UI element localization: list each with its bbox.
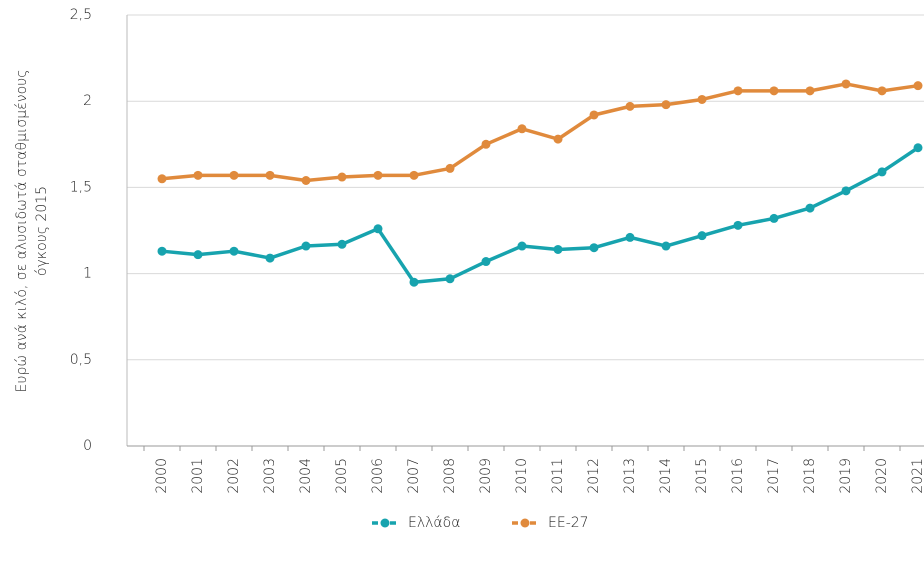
x-tick-label: 2020: [874, 458, 890, 494]
legend-label: EE-27: [548, 515, 589, 531]
y-axis-title: όγκους 2015: [34, 186, 50, 276]
data-point: [337, 172, 347, 182]
x-tick-label: 2000: [154, 458, 170, 494]
data-point: [373, 224, 383, 234]
x-tick-label: 2008: [442, 458, 458, 494]
data-point: [301, 241, 311, 251]
x-tick-label: 2004: [298, 458, 314, 494]
data-point: [481, 139, 491, 149]
y-tick-label: 0: [83, 438, 92, 454]
y-axis-title: Ευρώ ανά κιλό, σε αλυσιδωτά σταθμισμένου…: [14, 70, 30, 393]
x-tick-label: 2005: [334, 458, 350, 494]
x-tick-label: 2014: [658, 458, 674, 494]
data-point: [661, 241, 671, 251]
x-tick-label: 2002: [226, 458, 242, 494]
x-tick-label: 2011: [550, 458, 566, 494]
data-point: [841, 79, 851, 89]
data-point: [805, 86, 815, 96]
x-tick-label: 2001: [190, 458, 206, 494]
data-point: [625, 101, 635, 111]
data-point: [193, 170, 203, 180]
y-tick-label: 2,5: [70, 7, 92, 23]
x-tick-label: 2016: [730, 458, 746, 494]
data-point: [661, 100, 671, 110]
data-point: [625, 232, 635, 242]
data-point: [265, 170, 275, 180]
data-point: [409, 277, 419, 287]
data-point: [589, 243, 599, 253]
data-point: [697, 94, 707, 104]
data-point: [157, 174, 167, 184]
legend-label: Ελλάδα: [408, 515, 460, 531]
data-point: [769, 86, 779, 96]
data-point: [913, 81, 923, 91]
data-point: [553, 244, 563, 254]
data-point: [733, 86, 743, 96]
data-point: [301, 176, 311, 186]
data-point: [913, 143, 923, 153]
data-point: [877, 86, 887, 96]
x-tick-label: 2021: [910, 458, 924, 494]
data-point: [733, 220, 743, 230]
x-tick-label: 2003: [262, 458, 278, 494]
data-point: [517, 124, 527, 134]
x-tick-label: 2006: [370, 458, 386, 494]
data-point: [229, 170, 239, 180]
data-point: [697, 231, 707, 241]
data-point: [337, 239, 347, 249]
data-point: [445, 163, 455, 173]
x-tick-label: 2017: [766, 458, 782, 494]
data-point: [517, 241, 527, 251]
y-tick-label: 2: [83, 93, 92, 109]
x-tick-label: 2009: [478, 458, 494, 494]
y-tick-label: 1: [83, 266, 92, 282]
data-point: [769, 213, 779, 223]
x-tick-label: 2019: [838, 458, 854, 494]
y-tick-label: 0,5: [70, 352, 92, 368]
data-point: [445, 274, 455, 284]
x-tick-label: 2010: [514, 458, 530, 494]
data-point: [553, 134, 563, 144]
data-point: [157, 246, 167, 256]
series-line: [161, 146, 919, 284]
data-point: [805, 203, 815, 213]
data-point: [193, 250, 203, 260]
x-tick-label: 2013: [622, 458, 638, 494]
x-tick-label: 2018: [802, 458, 818, 494]
data-point: [877, 167, 887, 177]
data-point: [589, 110, 599, 120]
legend-swatch: [380, 518, 390, 528]
y-tick-label: 1,5: [70, 179, 92, 195]
x-tick-label: 2007: [406, 458, 422, 494]
data-point: [409, 170, 419, 180]
data-point: [229, 246, 239, 256]
legend-swatch: [520, 518, 530, 528]
data-point: [841, 186, 851, 196]
x-tick-label: 2015: [694, 458, 710, 494]
series-line: [161, 82, 919, 183]
data-point: [373, 170, 383, 180]
x-tick-label: 2012: [586, 458, 602, 494]
data-point: [481, 257, 491, 267]
data-point: [265, 253, 275, 263]
